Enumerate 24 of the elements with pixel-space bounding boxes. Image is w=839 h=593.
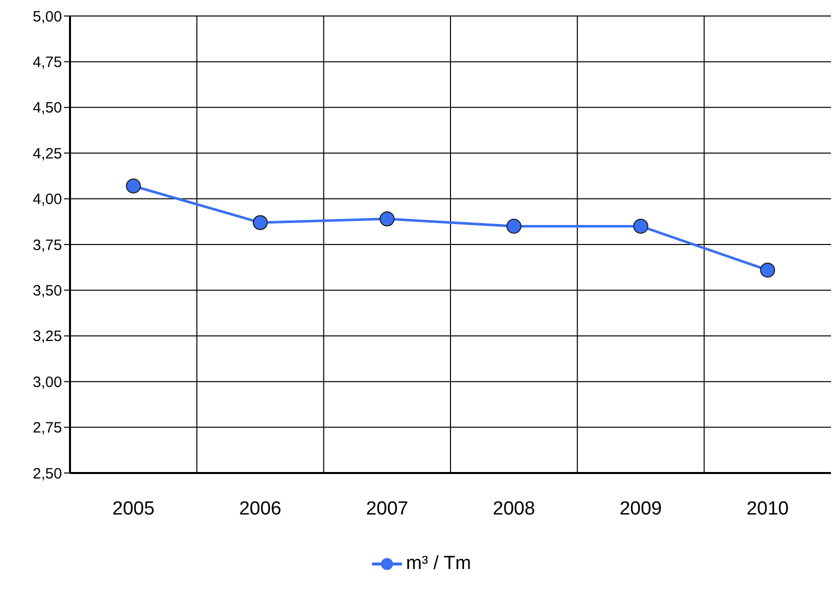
y-tick-label: 5,00 — [32, 8, 62, 26]
point — [633, 218, 648, 234]
y-tick-label: 4,50 — [32, 100, 62, 117]
point — [252, 215, 268, 230]
x-tick-label: 2008 — [492, 498, 536, 520]
y-tick-label: 4,75 — [32, 54, 62, 72]
x-tick-label: 2005 — [112, 498, 155, 520]
point — [506, 218, 522, 234]
point — [126, 178, 141, 194]
x-tick-label: 2010 — [746, 498, 789, 520]
point — [760, 262, 776, 278]
y-tick-label: 2,75 — [32, 420, 62, 437]
x-tick-label: 2007 — [366, 498, 408, 520]
y-tick-label: 3,50 — [32, 282, 62, 300]
y-tick-label: 3,00 — [32, 374, 62, 391]
x-tick-label: 2006 — [239, 498, 282, 520]
y-tick-label: 3,25 — [32, 328, 62, 346]
y-tick-label: 3,75 — [32, 236, 62, 254]
legend-label: m³ / Tm — [406, 553, 472, 575]
y-tick-label: 4,00 — [32, 191, 62, 208]
x-tick-label: 2009 — [620, 498, 662, 520]
y-tick-label: 2,50 — [32, 465, 62, 482]
y-tick-label: 4,25 — [32, 145, 62, 162]
point — [380, 211, 395, 226]
